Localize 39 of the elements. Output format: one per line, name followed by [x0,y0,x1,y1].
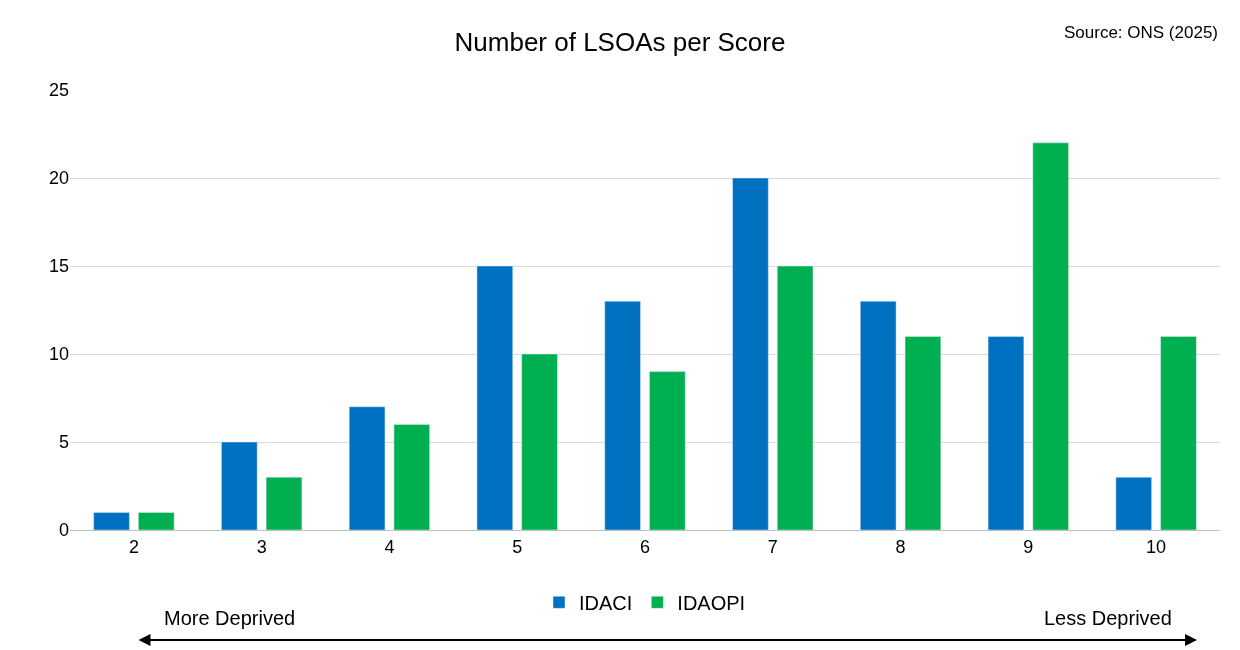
y-tick-label: 0 [58,520,69,541]
bar [521,353,558,530]
x-tick-label: 2 [128,536,139,557]
bar [777,265,814,530]
bar [265,476,303,530]
bar [393,424,430,530]
bar [348,406,386,530]
legend-label: IDAOPI [677,592,746,615]
x-tick-label: 7 [767,536,778,557]
x-tick-label: 5 [512,536,523,557]
x-tick-label: 6 [639,536,651,557]
bar [1032,142,1069,530]
y-tick-label: 10 [48,344,69,365]
bar [1160,336,1197,530]
x-tick-label: 8 [895,536,906,557]
x-tick-label: 9 [1023,536,1034,557]
bar [93,512,130,530]
y-tick-label: 20 [48,168,69,189]
y-tick-label: 5 [58,432,69,453]
bar [221,441,258,530]
legend-label: IDACI [579,592,633,615]
chart-title: Number of LSOAs per Score [454,26,786,57]
y-tick-label: 15 [48,256,69,277]
bar [604,300,641,530]
source-note: Source: ONS (2025) [1064,23,1219,42]
bar [476,265,513,530]
bar [138,512,175,530]
bar [860,300,897,530]
text: More Deprived [164,607,296,629]
bar [1115,476,1152,530]
bar [732,177,769,530]
x-tick-label: 3 [256,536,267,557]
x-tick-label: 4 [384,536,395,557]
x-tick-label: 10 [1146,536,1167,557]
bar [649,371,686,530]
y-tick-label: 25 [48,80,69,101]
bar [987,336,1025,530]
text: Less Deprived [1044,607,1172,629]
bar [904,336,942,530]
